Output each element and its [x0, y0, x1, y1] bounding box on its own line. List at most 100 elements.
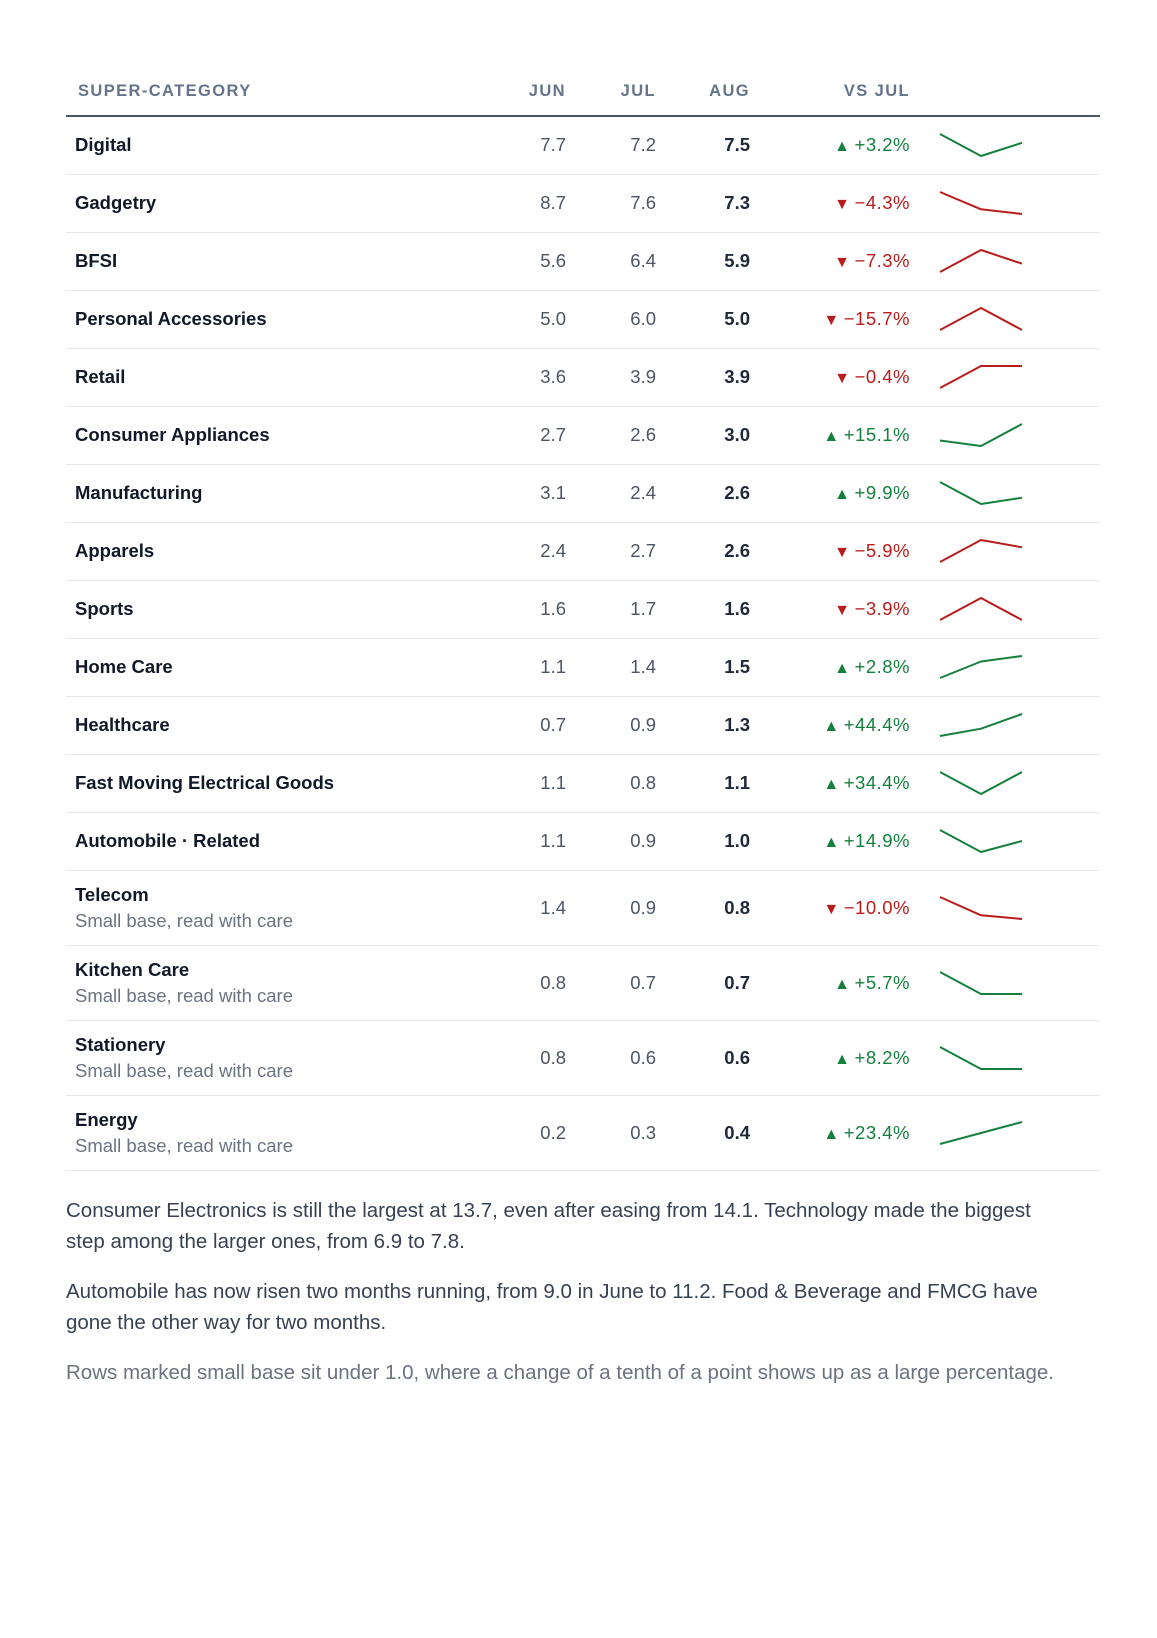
sparkline [939, 1120, 1023, 1145]
value-jun: 2.4 [486, 522, 576, 581]
sparkline-cell [920, 1095, 1100, 1171]
sparkline-trend-line [939, 970, 1022, 995]
category-name: Kitchen Care [75, 958, 190, 980]
value-jul: 1.7 [576, 580, 666, 639]
change-percent: +34.4% [843, 772, 910, 793]
commentary-paragraph-2: Automobile has now risen two months runn… [66, 1279, 1038, 1334]
value-jul: 7.2 [576, 116, 666, 175]
change-vs-jul: ▲ +8.2% [760, 1020, 920, 1096]
triangle-up-icon: ▲ [834, 660, 851, 677]
change-percent: +2.8% [854, 656, 910, 677]
value-aug: 0.4 [666, 1095, 760, 1171]
category-name: BFSI [75, 250, 118, 271]
table-row: BFSI 5.6 6.4 5.9 ▼ −7.3% [66, 232, 1100, 291]
sparkline-trend-line [939, 249, 1023, 273]
commentary-footnote: Rows marked small base sit under 1.0, wh… [66, 1360, 1054, 1384]
category-cell: Fast Moving Electrical Goods [66, 754, 486, 813]
triangle-down-icon: ▼ [823, 312, 840, 329]
page-content: SUPER-CATEGORY JUN JUL AUG VS JUL Digita… [66, 72, 1100, 1407]
sparkline [939, 970, 1022, 995]
category-cell: Digital [66, 116, 486, 175]
value-jul: 6.0 [576, 290, 666, 349]
table-row: Retail 3.6 3.9 3.9 ▼ −0.4% [66, 348, 1100, 407]
category-cell: Personal Accessories [66, 290, 486, 349]
change-percent: +15.1% [843, 424, 910, 445]
change-vs-jul: ▼ −3.9% [760, 580, 920, 639]
change-vs-jul: ▼ −15.7% [760, 290, 920, 349]
value-jul: 2.6 [576, 406, 666, 465]
sparkline-cell [920, 945, 1100, 1021]
change-vs-jul: ▲ +15.1% [760, 406, 920, 465]
category-cell: Sports [66, 580, 486, 639]
change-percent: −7.3% [854, 250, 910, 271]
value-jun: 5.6 [486, 232, 576, 291]
header-vs-jul: VS JUL [760, 72, 920, 117]
table-row: Kitchen Care Small base, read with care 0.… [66, 945, 1100, 1021]
sparkline [939, 1045, 1022, 1070]
category-cell: Kitchen Care Small base, read with care [66, 945, 486, 1021]
value-jun: 1.6 [486, 580, 576, 639]
value-jun: 0.7 [486, 696, 576, 755]
category-cell: Automobile · Related [66, 812, 486, 871]
sparkline [939, 481, 1023, 505]
change-percent: +8.2% [854, 1046, 910, 1068]
change-vs-jul: ▲ +9.9% [760, 464, 920, 523]
change-percent: −3.9% [854, 598, 910, 619]
change-vs-jul: ▲ +5.7% [760, 945, 920, 1021]
triangle-down-icon: ▼ [834, 196, 851, 213]
sparkline [939, 307, 1023, 331]
change-percent: −4.3% [854, 192, 910, 213]
category-cell: Home Care [66, 638, 486, 697]
sparkline-cell [920, 232, 1100, 291]
small-base-note: Small base, read with care [75, 909, 293, 931]
value-aug: 1.1 [666, 754, 760, 813]
sparkline [939, 713, 1023, 737]
commentary: Consumer Electronics is still the larges… [66, 1195, 1056, 1388]
category-cell: Consumer Appliances [66, 406, 486, 465]
table-row: Digital 7.7 7.2 7.5 ▲ +3.2% [66, 116, 1100, 175]
category-name: Apparels [75, 540, 155, 561]
triangle-up-icon: ▲ [834, 138, 851, 156]
value-aug: 1.0 [666, 812, 760, 871]
sparkline-trend-line [939, 895, 1023, 920]
sparkline [939, 191, 1023, 215]
category-cell: Retail [66, 348, 486, 407]
sparkline [939, 249, 1023, 273]
category-name: Home Care [75, 656, 173, 677]
category-name: Energy [75, 1108, 138, 1130]
change-vs-jul: ▲ +44.4% [760, 696, 920, 755]
value-jul: 7.6 [576, 174, 666, 233]
sparkline-cell [920, 638, 1100, 697]
category-name: Consumer Appliances [75, 424, 270, 445]
value-jul: 0.8 [576, 754, 666, 813]
triangle-up-icon: ▲ [834, 975, 851, 993]
sparkline [939, 829, 1023, 853]
sparkline-cell [920, 580, 1100, 639]
sparkline-trend-line [939, 365, 1022, 389]
category-name: Stationery [75, 1033, 166, 1055]
header-jun: JUN [486, 72, 576, 117]
category-name: Healthcare [75, 714, 170, 735]
value-aug: 5.0 [666, 290, 760, 349]
sparkline-trend-line [939, 133, 1023, 158]
sparkline-cell [920, 116, 1100, 175]
small-base-note: Small base, read with care [75, 1134, 293, 1156]
small-base-note: Small base, read with care [75, 984, 293, 1006]
category-cell: BFSI [66, 232, 486, 291]
value-jul: 0.9 [576, 870, 666, 946]
value-aug: 7.5 [666, 116, 760, 175]
change-percent: −15.7% [843, 308, 910, 329]
sparkline [939, 423, 1023, 447]
category-cell: Gadgetry [66, 174, 486, 233]
value-jun: 1.1 [486, 812, 576, 871]
value-jun: 5.0 [486, 290, 576, 349]
table-header-row: SUPER-CATEGORY JUN JUL AUG VS JUL [66, 72, 1100, 117]
change-vs-jul: ▼ −10.0% [760, 870, 920, 946]
value-jun: 3.1 [486, 464, 576, 523]
value-aug: 1.6 [666, 580, 760, 639]
change-vs-jul: ▲ +34.4% [760, 754, 920, 813]
value-jul: 0.9 [576, 696, 666, 755]
triangle-down-icon: ▼ [834, 254, 851, 271]
sparkline-trend-line [939, 539, 1023, 563]
value-jun: 0.8 [486, 945, 576, 1021]
